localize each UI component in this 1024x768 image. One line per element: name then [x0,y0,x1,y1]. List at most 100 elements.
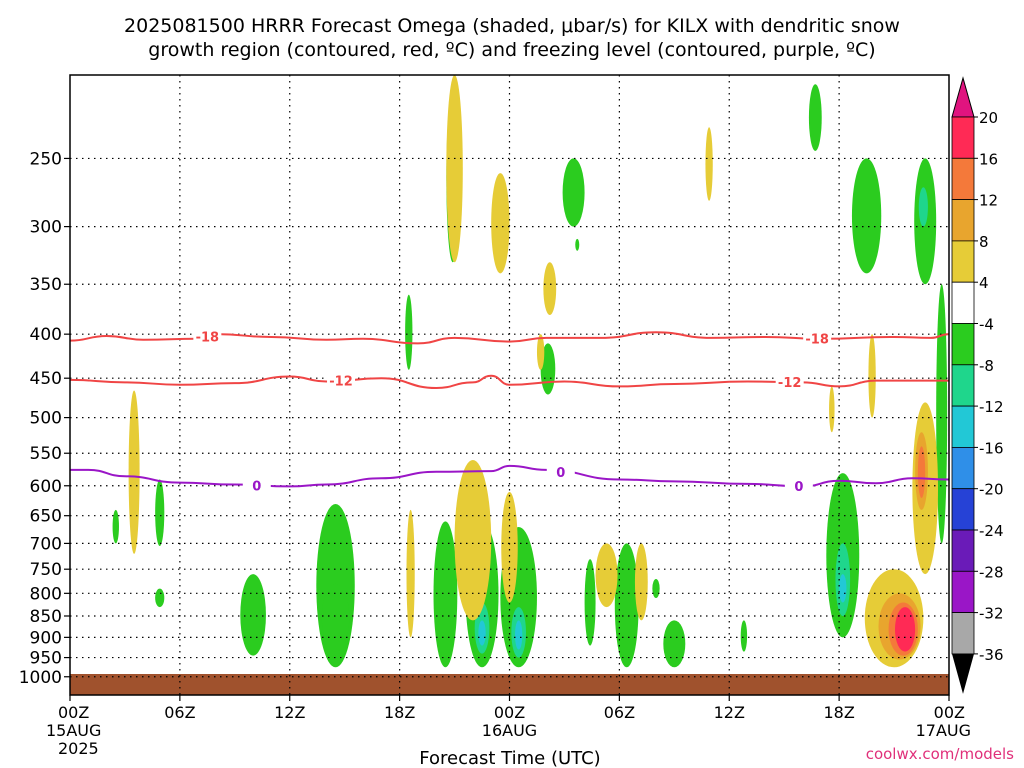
contour-label--12: -12 [778,376,802,391]
colorbar-label-4: 4 [979,274,989,292]
omega-cell-4-8 [595,543,618,608]
colorbar-label--8: -8 [979,357,994,375]
omega-cell-4-2 [491,173,510,274]
omega-cell-4-9 [634,543,648,621]
colorbar-swatch-5 [951,323,975,366]
omega-cell-12-0 [917,446,926,499]
omega-cell-4-0 [128,390,140,554]
colorbar-swatch-11 [951,570,975,613]
y-tick-label-400: 400 [30,325,62,345]
x-tick-label-12: 12Z [274,703,305,722]
omega-cell--4-5 [321,583,350,652]
x-tick-label-18: 18Z [384,703,415,722]
omega-cell--4-0 [112,509,119,544]
y-tick-label-500: 500 [30,409,62,429]
colorbar-label--28: -28 [979,563,1004,581]
credit-text: coolwx.com/models [866,745,1014,763]
contour-label-bg [242,478,271,493]
contour-0 [70,464,949,488]
omega-cell--4-16 [652,579,660,598]
contour-label--18: -18 [196,330,220,345]
omega-cell--4-15 [614,543,639,668]
colorbar-label-20: 20 [979,109,998,127]
y-tick-label-900: 900 [30,628,62,648]
contour-label-0: 0 [252,479,261,494]
colorbar-swatch-0 [951,116,975,159]
y-tick-label-600: 600 [30,477,62,497]
y-tick-label-250: 250 [30,149,62,169]
omega-cell--8-3 [918,187,928,227]
contour-label-bg [546,464,575,479]
colorbar-top-arrow [951,76,975,118]
colorbar-swatch-9 [951,488,975,531]
x-date-label: 16AUG [482,721,537,740]
contour-label-bg [803,331,832,346]
colorbar-label--4: -4 [979,316,994,334]
colorbar-bottom-arrow [952,653,974,694]
colorbar-swatch-7 [951,405,975,448]
contour-label-bg [327,373,356,388]
x-date-label: 17AUG [916,721,971,740]
colorbar-swatch-8 [951,446,975,490]
colorbar-swatch-3 [951,240,975,283]
y-tick-label-700: 700 [30,534,62,554]
omega-cell-4-6 [454,459,492,621]
terrain-strip [70,674,949,695]
omega-cell--4-7 [433,521,458,668]
colorbar-swatch-6 [951,364,975,407]
colorbar-swatch-4 [951,281,975,324]
colorbar-label-8: 8 [979,233,989,251]
contour-label--18: -18 [805,333,829,348]
omega-cell--12-1 [514,620,523,650]
colorbar-label-12: 12 [979,192,998,210]
colorbar: 20 16 12 8 4 -4 -8 -12 -16 -20 -24 -28 -32 -36 [951,76,1004,694]
colorbar-label--24: -24 [979,522,1004,540]
contour-label-bg [784,479,813,494]
y-axis: 2503003504004505005506006507007508008509… [19,149,70,688]
colorbar-label--36: -36 [979,646,1004,664]
colorbar-swatch-1 [951,157,975,201]
x-tick-label-42: 18Z [823,703,854,722]
omega-cell-4-10 [705,127,713,201]
x-tick-label-36: 12Z [714,703,745,722]
omega-cell--4-2 [155,588,165,608]
colorbar-swatch-12 [951,612,975,655]
y-tick-label-650: 650 [30,507,62,527]
contour-labels: -18 -18 -12 -12 0 0 0 [193,329,832,495]
x-tick-label-30: 06Z [604,703,635,722]
contour-label-0: 0 [794,480,803,495]
y-tick-label-300: 300 [30,218,62,238]
omega-cell--4-21 [851,158,882,274]
omega-cell--4-17 [663,620,686,668]
omega-cell-4-7 [501,491,518,603]
omega-cell--4-23 [936,284,948,544]
omega-cell-4-11 [829,386,835,433]
omega-cell--4-18 [740,620,748,652]
contour-lines [70,331,949,488]
chart-title-line2: growth region (contoured, red, ºC) and f… [148,39,875,61]
y-tick-label-550: 550 [30,444,62,464]
chart-title-line1: 2025081500 HRRR Forecast Omega (shaded, … [124,15,900,37]
y-tick-label-850: 850 [30,607,62,627]
omega-cell-4-4 [536,334,545,370]
x-tick-label-0: 00Z [58,703,89,722]
contour-label-bg [775,375,804,390]
omega-cell--4-19 [808,84,822,151]
omega-cell-4-12 [868,334,876,418]
contour-label-0: 0 [556,466,565,481]
y-tick-label-350: 350 [30,275,62,295]
omega-cell-4-1 [446,75,463,263]
colorbar-swatch-10 [951,529,975,572]
colorbar-label--32: -32 [979,605,1004,623]
y-tick-label-800: 800 [30,584,62,604]
y-tick-label-1000: 1000 [19,668,62,688]
colorbar-swatch-2 [951,199,975,242]
contour-label-bg [193,329,222,344]
x-date-label: 15AUG [46,721,101,740]
omega-cell--4-13 [575,238,580,251]
x-axis-label: Forecast Time (UTC) [419,748,600,768]
omega-cell--4-12 [562,158,585,227]
omega-shading [112,75,948,668]
